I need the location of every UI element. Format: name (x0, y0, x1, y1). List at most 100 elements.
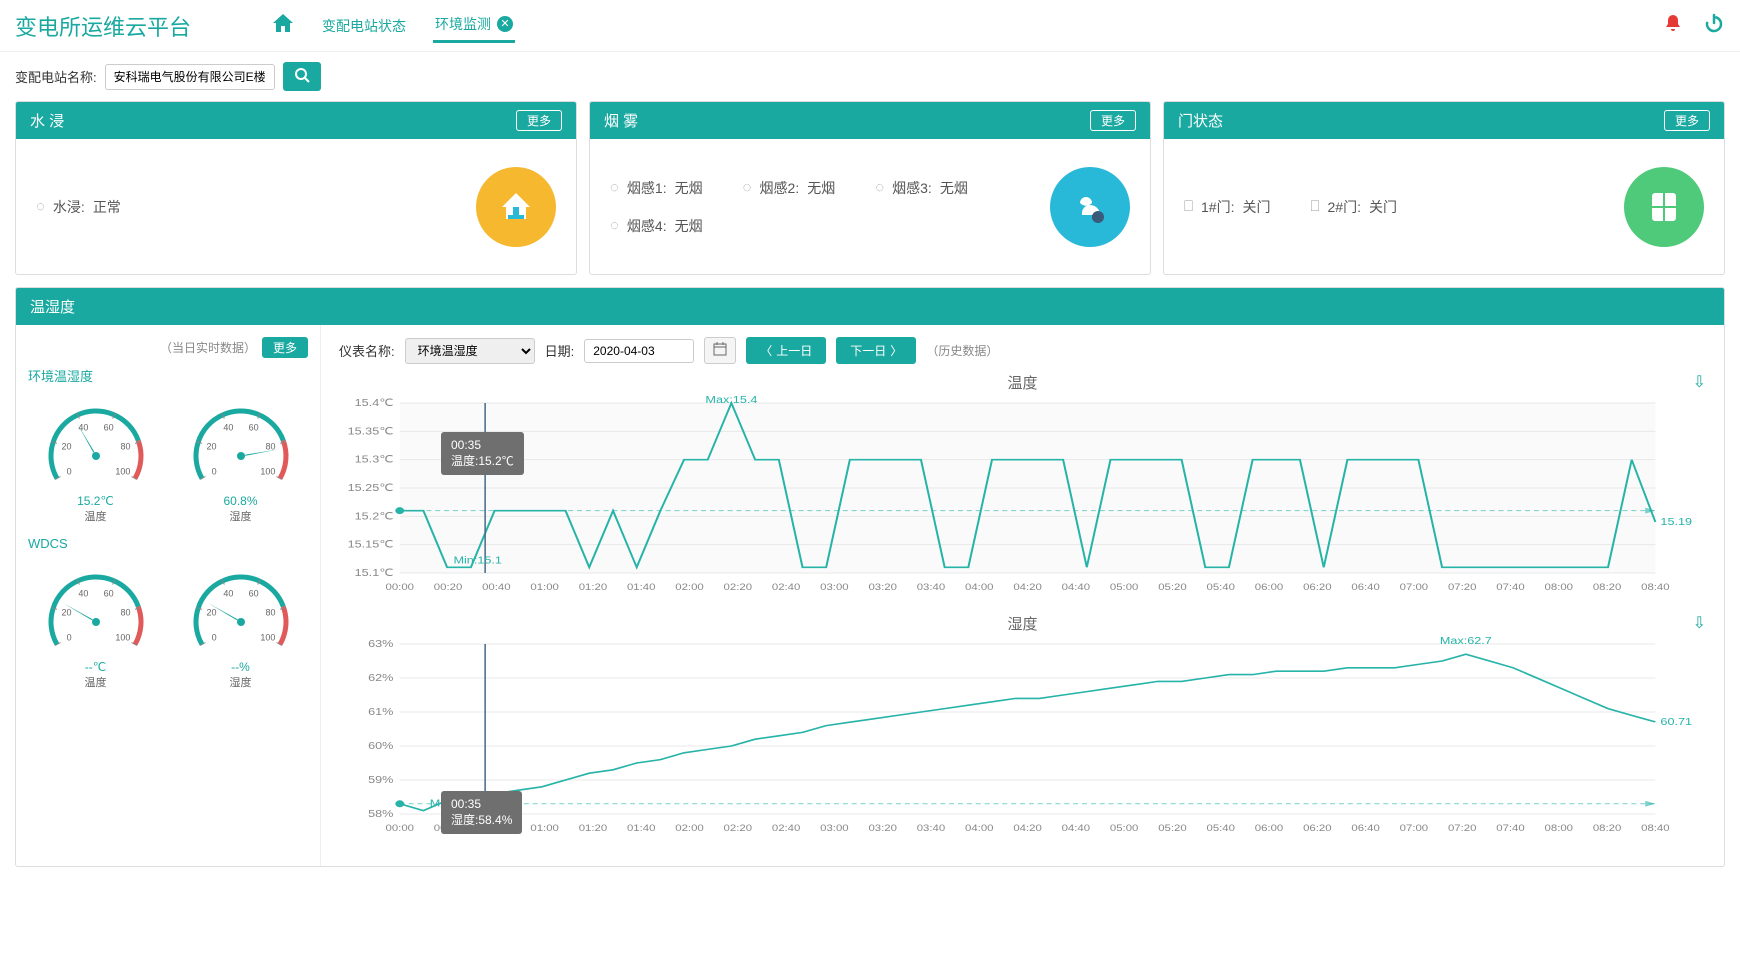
tab-env-monitor[interactable]: 环境监测 ✕ (433, 8, 515, 43)
svg-text:62%: 62% (368, 673, 393, 684)
svg-text:15.4℃: 15.4℃ (355, 398, 394, 409)
stat-label: 2#门: (1328, 197, 1361, 217)
svg-text:80: 80 (265, 441, 275, 451)
panel-water: 水 浸 更多 ◌ 水浸: 正常 (15, 101, 577, 275)
charts-column: 仪表名称: 环境温湿度 日期: 〈上一日 下一日〉 （历史数据） 温度 ⇩ 15… (321, 325, 1724, 866)
stat-label: 水浸: (53, 197, 85, 217)
power-icon[interactable] (1703, 12, 1725, 40)
svg-text:60%: 60% (368, 741, 393, 752)
svg-text:03:40: 03:40 (917, 583, 946, 593)
svg-text:20: 20 (206, 607, 216, 617)
panel-title: 温湿度 (30, 296, 75, 317)
calendar-button[interactable] (704, 337, 736, 364)
date-input[interactable] (584, 339, 694, 363)
panel-header: 门状态 更多 (1164, 102, 1724, 139)
gauge: 020406080100--℃温度 (28, 557, 163, 690)
download-icon[interactable]: ⇩ (1693, 613, 1706, 633)
meter-select[interactable]: 环境温湿度 (405, 338, 535, 364)
svg-text:15.3℃: 15.3℃ (355, 455, 394, 466)
stat-item: ◌ 水浸: 正常 (36, 197, 121, 217)
more-button[interactable]: 更多 (1090, 110, 1136, 131)
svg-text:08:40: 08:40 (1641, 824, 1670, 834)
flame-icon: ◌ (743, 179, 752, 196)
stat-value: 无烟 (675, 178, 703, 198)
svg-text:07:00: 07:00 (1400, 824, 1429, 834)
chart-canvas[interactable]: 58%59%60%61%62%63%00:0000:2000:4001:0001… (339, 636, 1706, 836)
gauge-value: --% (173, 660, 308, 674)
svg-text:05:40: 05:40 (1206, 824, 1235, 834)
realtime-label: （当日实时数据） (160, 339, 256, 356)
searchbar: 变配电站名称: (0, 52, 1740, 101)
svg-text:00:00: 00:00 (386, 824, 415, 834)
download-icon[interactable]: ⇩ (1693, 372, 1706, 392)
svg-text:04:00: 04:00 (965, 824, 994, 834)
svg-text:60: 60 (103, 423, 113, 433)
svg-text:06:40: 06:40 (1351, 824, 1380, 834)
stat-value: 关门 (1242, 197, 1270, 217)
svg-text:40: 40 (223, 423, 233, 433)
bell-icon[interactable] (1663, 13, 1683, 39)
gauge-label: 温度 (28, 674, 163, 690)
more-button[interactable]: 更多 (1664, 110, 1710, 131)
svg-text:02:40: 02:40 (772, 824, 801, 834)
svg-text:63%: 63% (368, 639, 393, 650)
svg-text:03:40: 03:40 (917, 824, 946, 834)
door-icon (1624, 167, 1704, 247)
svg-text:100: 100 (115, 467, 130, 477)
svg-text:100: 100 (260, 633, 275, 643)
more-button[interactable]: 更多 (516, 110, 562, 131)
next-day-button[interactable]: 下一日〉 (836, 337, 916, 364)
svg-text:04:20: 04:20 (1013, 583, 1042, 593)
svg-text:04:00: 04:00 (965, 583, 994, 593)
tab-station-status[interactable]: 变配电站状态 (320, 10, 408, 42)
svg-text:15.1℃: 15.1℃ (355, 568, 394, 579)
stat-item: ◌烟感1: 无烟 (610, 178, 703, 198)
svg-text:0: 0 (211, 633, 216, 643)
svg-text:0: 0 (66, 467, 71, 477)
svg-text:20: 20 (206, 441, 216, 451)
panel-body: ◌ 水浸: 正常 (16, 139, 576, 274)
prev-day-button[interactable]: 〈上一日 (746, 337, 826, 364)
stat-item: ◌ 烟感2: 无烟 (743, 178, 836, 198)
stat-label: 烟感2: (760, 178, 800, 198)
calendar-icon (713, 342, 727, 356)
svg-text:20: 20 (61, 441, 71, 451)
station-input[interactable] (105, 64, 275, 90)
svg-text:06:40: 06:40 (1351, 583, 1380, 593)
svg-text:Min:15.1: Min:15.1 (453, 555, 501, 566)
search-button[interactable] (283, 62, 321, 91)
svg-text:02:20: 02:20 (724, 824, 753, 834)
svg-text:08:00: 08:00 (1545, 583, 1574, 593)
svg-text:40: 40 (78, 423, 88, 433)
more-button[interactable]: 更多 (262, 337, 308, 358)
stat-value: 无烟 (807, 178, 835, 198)
home-icon[interactable] (271, 12, 295, 40)
svg-text:15.19: 15.19 (1660, 517, 1692, 528)
svg-text:0: 0 (211, 467, 216, 477)
svg-text:58%: 58% (368, 809, 393, 820)
gauge-row: 020406080100--℃温度020406080100--%湿度 (28, 557, 308, 690)
svg-text:01:20: 01:20 (579, 824, 608, 834)
tab-label: 环境监测 (435, 14, 491, 34)
gauge: 02040608010060.8%湿度 (173, 391, 308, 524)
nav-tabs: 变配电站状态 环境监测 ✕ (320, 8, 1663, 43)
svg-text:60: 60 (248, 589, 258, 599)
svg-text:08:00: 08:00 (1545, 824, 1574, 834)
svg-text:15.35℃: 15.35℃ (348, 426, 394, 437)
chart-title: 温度 (339, 372, 1706, 393)
svg-text:02:20: 02:20 (724, 583, 753, 593)
svg-text:05:20: 05:20 (1158, 824, 1187, 834)
house-icon (476, 167, 556, 247)
chevron-right-icon: 〉 (890, 342, 902, 359)
stat-value: 正常 (93, 197, 121, 217)
svg-text:05:20: 05:20 (1158, 583, 1187, 593)
svg-text:07:20: 07:20 (1448, 583, 1477, 593)
svg-text:0: 0 (66, 633, 71, 643)
svg-text:80: 80 (265, 607, 275, 617)
close-icon[interactable]: ✕ (497, 16, 513, 32)
chart-canvas[interactable]: 15.1℃15.15℃15.2℃15.25℃15.3℃15.35℃15.4℃00… (339, 395, 1706, 595)
chart-controls: 仪表名称: 环境温湿度 日期: 〈上一日 下一日〉 （历史数据） (339, 337, 1706, 364)
panel-header: 烟 雾 更多 (590, 102, 1150, 139)
svg-text:05:40: 05:40 (1206, 583, 1235, 593)
svg-text:04:40: 04:40 (1062, 583, 1091, 593)
